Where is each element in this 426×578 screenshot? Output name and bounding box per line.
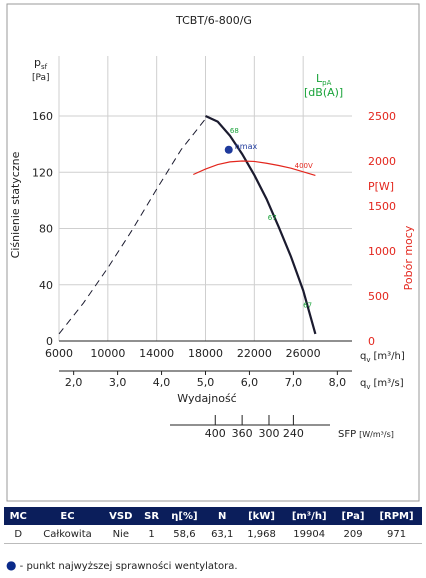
series-pressure-dashed [58,118,206,335]
x-tick-label: 14000 [139,347,174,360]
table-header-cell: [Pa] [335,507,372,525]
table-row: D Całkowita Nie 1 58,6 63,1 1,968 19904 209 971 [4,525,422,544]
curve-annotation: 67 [268,214,277,222]
power-axis-side-label: Pobór mocy [402,225,415,290]
table-header-row: MC EC VSD SR η[%] N [kW] [m³/h] [Pa] [RPM] [4,507,422,525]
efficiency-note: ● - punkt najwyższej sprawności wentylat… [6,558,238,572]
power-tick-label: 0 [368,335,375,348]
table-body: D Całkowita Nie 1 58,6 63,1 1,968 19904 209 971 [4,525,422,544]
x-axis-m3h-ticks: 6000 10000 14000 18000 22000 26000 [45,347,321,360]
efficiency-dot-icon: ● [6,558,17,572]
y-tick-label: 120 [32,166,53,179]
sfp-tick-label: 240 [283,427,304,440]
sfp-axis-ticks: 400 360 300 240 [205,415,304,440]
y-axis-unit: [Pa] [32,73,50,83]
table-cell: Całkowita [32,525,103,544]
y-tick-label: 80 [39,223,53,236]
parameters-table: MC EC VSD SR η[%] N [kW] [m³/h] [Pa] [RPM] D Całko… [4,507,422,544]
x-tick-label: 18000 [188,347,223,360]
sfp-tick-label: 300 [258,427,279,440]
power-axis-ticks: 0 500 1000 1500 2000 2500 [368,110,396,348]
x-tick-label: 26000 [286,347,321,360]
chart-title: TCBT/6-800/G [175,14,252,27]
x-m3s-tick-label: 4,0 [153,376,171,389]
lpa-unit: [dB(A)] [304,86,343,99]
sfp-tick-label: 400 [205,427,226,440]
table-cell: 971 [371,525,422,544]
table-header-cell: SR [138,507,165,525]
efficiency-note-text: - punkt najwyższej sprawności wentylator… [19,561,238,572]
table-cell: 209 [335,525,372,544]
y-tick-label: 40 [39,279,53,292]
eta-max-label: ηmax [235,142,258,151]
eta-max-marker [224,145,233,154]
power-tick-label: 2000 [368,155,396,168]
sfp-tick-label: 360 [232,427,253,440]
power-tick-label: 1500 [368,200,396,213]
table-cell: 63,1 [204,525,240,544]
x-m3s-tick-label: 2,0 [65,376,83,389]
x-tick-label: 10000 [90,347,125,360]
x-axis-m3h-label: qv [m³/h] [360,351,405,364]
series-power [193,160,316,176]
x-m3s-tick-label: 3,0 [109,376,127,389]
table-header-cell: [m³/h] [283,507,336,525]
x-m3s-tick-label: 5,0 [197,376,215,389]
table-header-cell: MC [4,507,33,525]
x-m3s-tick-label: 6,0 [241,376,259,389]
lpa-label: LpA [316,72,332,87]
x-axis-m3s-ticks: 2,0 3,0 4,0 5,0 6,0 7,0 8,0 [65,371,346,389]
y-tick-label: 0 [46,335,53,348]
table-cell: D [4,525,33,544]
y-axis-ticks: 0 40 80 120 160 [32,110,53,348]
curve-annotation: 68 [230,127,239,135]
series-pressure [205,115,317,335]
x-axis-m3s-label: qv [m³/s] [360,378,404,391]
x-m3s-tick-label: 7,0 [285,376,303,389]
annotations-layer: ηmax 68 67 67 400V [224,127,313,309]
table-header-cell: N [204,507,240,525]
sfp-axis-label: SFP [W/m³/s] [338,429,394,440]
series-layer [58,115,317,335]
table-header-cell: [kW] [239,507,284,525]
power-tick-label: 1000 [368,245,396,258]
y-tick-label: 160 [32,110,53,123]
chart: TCBT/6-800/G psf [Pa] Ciśnienie statyczn… [6,3,420,502]
curve-annotation: 67 [303,301,312,309]
chart-frame [6,3,420,502]
table-cell: 58,6 [164,525,205,544]
y-axis-side-label: Ciśnienie statyczne [9,151,22,258]
x-m3s-tick-label: 8,0 [329,376,347,389]
power-tick-label: 2500 [368,110,396,123]
x-axis-title: Wydajność [177,392,236,405]
table-cell: 1 [138,525,165,544]
power-tick-label: 500 [368,290,389,303]
x-tick-label: 22000 [237,347,272,360]
curve-annotation: 400V [295,162,313,170]
table-header-cell: η[%] [164,507,205,525]
power-axis-label: P[W] [368,180,394,193]
table-header-cell: [RPM] [371,507,422,525]
table-cell: 1,968 [239,525,284,544]
table-cell: 19904 [283,525,336,544]
x-tick-label: 6000 [45,347,73,360]
y-axis-label: psf [34,56,48,71]
table-header-cell: VSD [102,507,139,525]
table-cell: Nie [102,525,139,544]
table-header-cell: EC [32,507,103,525]
